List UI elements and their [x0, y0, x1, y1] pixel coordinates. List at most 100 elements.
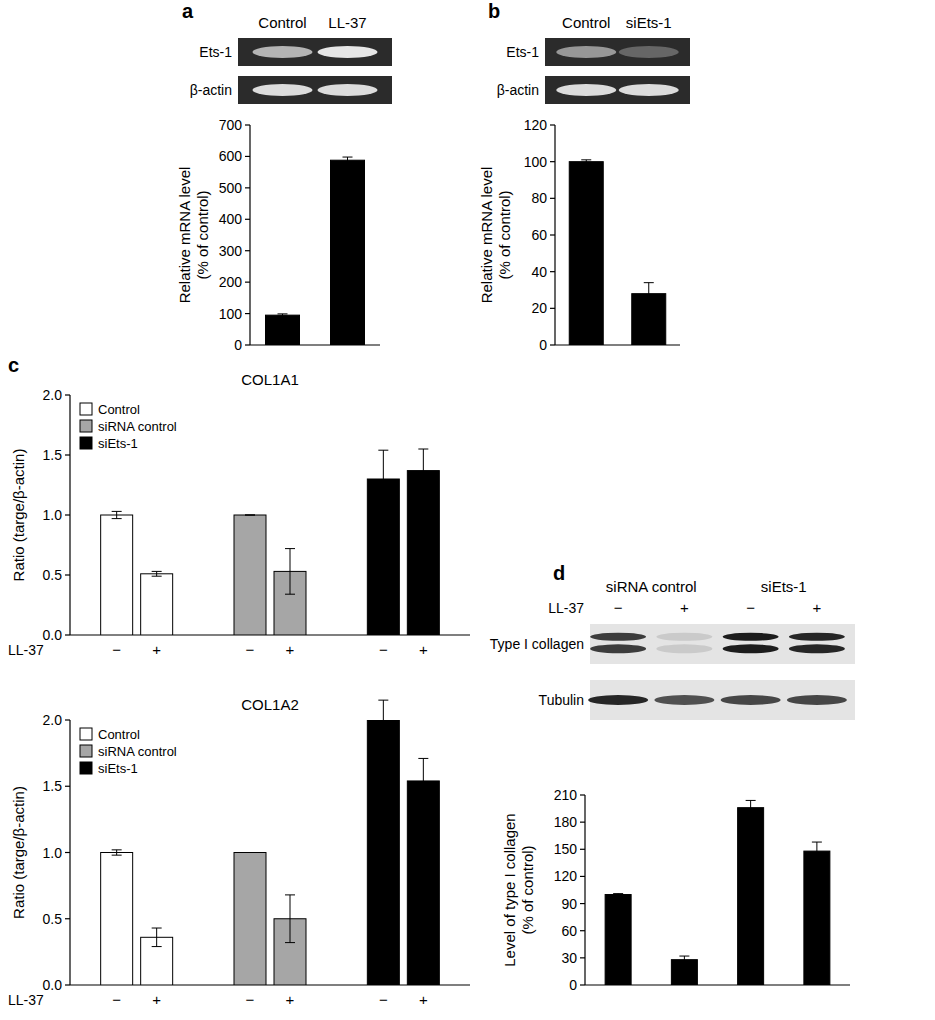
x-tick-label: − — [112, 991, 121, 1008]
gel-row-label: β-actin — [190, 82, 232, 98]
bars — [266, 160, 365, 345]
y-tick-label: 0 — [539, 337, 547, 353]
gel-band — [723, 644, 779, 653]
y-tick-label: 120 — [554, 868, 578, 884]
bar — [671, 960, 697, 985]
error-cap — [679, 956, 689, 957]
gel: Ets-1β-actinControlLL-37 — [190, 14, 392, 104]
error-cap — [746, 814, 756, 815]
y-tick-label: 2.0 — [43, 387, 63, 403]
error-cap — [112, 855, 122, 856]
x-tick-label: − — [246, 991, 255, 1008]
error-cap — [812, 860, 822, 861]
gel-band — [789, 644, 845, 653]
bar — [367, 720, 399, 985]
gel-band — [318, 84, 378, 96]
y-tick — [580, 822, 585, 823]
gel-band — [721, 695, 781, 705]
gel-panel — [545, 38, 690, 66]
gel: Type I collagenTubulinsiRNA controlsiEts… — [490, 578, 855, 720]
y-tick — [550, 124, 555, 125]
gel-band — [556, 46, 616, 58]
chart-title: COL1A1 — [241, 371, 299, 388]
y-tick — [550, 234, 555, 235]
error-cap — [285, 942, 295, 943]
y-tick-label: 30 — [561, 950, 577, 966]
y-tick — [245, 313, 250, 314]
y-axis-label-line: (% of control) — [496, 190, 513, 279]
x-tick-label: − — [379, 991, 388, 1008]
legend-swatch — [80, 728, 92, 740]
legend: ControlsiRNA controlsiEts-1 — [80, 727, 177, 776]
error-cap — [112, 511, 122, 512]
error-cap — [746, 800, 756, 801]
y-tick — [245, 156, 250, 157]
error-bar — [156, 928, 157, 947]
error-bar — [383, 450, 384, 508]
bar — [407, 471, 439, 635]
y-tick — [245, 124, 250, 125]
error-cap — [378, 700, 388, 701]
y-tick-label: 0.5 — [43, 911, 63, 927]
y-tick — [580, 794, 585, 795]
y-tick — [550, 161, 555, 162]
error-bar — [156, 571, 157, 576]
legend-label: siEts-1 — [98, 436, 138, 451]
error-bar — [816, 842, 817, 860]
x-tick-label: + — [286, 641, 295, 658]
y-tick — [580, 984, 585, 985]
error-bar — [290, 895, 291, 943]
error-cap — [285, 894, 295, 895]
error-bars — [278, 157, 353, 316]
bar — [569, 162, 603, 345]
bar — [804, 851, 830, 985]
y-tick-label: 120 — [524, 117, 548, 133]
error-cap — [613, 895, 623, 896]
gel-panel — [238, 38, 392, 66]
error-bars — [613, 800, 822, 963]
chart: a0100200300400500600700Relative mRNA lev… — [176, 0, 392, 353]
y-tick-label: 2.0 — [43, 712, 63, 728]
error-bar — [347, 157, 348, 163]
error-cap — [245, 852, 255, 853]
y-axis-label: Ratio (targe/β-actin) — [10, 786, 27, 919]
chart: COL1A20.00.51.01.52.0Ratio (targe/β-acti… — [8, 696, 470, 1008]
y-tick-label: 400 — [219, 211, 243, 227]
bar — [234, 853, 266, 986]
error-bar — [423, 758, 424, 803]
error-cap — [285, 548, 295, 549]
gel-band — [253, 46, 313, 58]
y-tick — [580, 957, 585, 958]
y-axis-label: Relative mRNA level(% of control) — [176, 167, 211, 304]
error-bar — [648, 283, 649, 305]
error-cap — [581, 163, 591, 164]
y-tick — [245, 344, 250, 345]
gel-band — [656, 633, 712, 641]
error-cap — [152, 928, 162, 929]
lane-label: Control — [562, 14, 610, 31]
y-tick — [65, 852, 70, 853]
gel-row-label: Type I collagen — [490, 636, 584, 652]
y-tick — [245, 187, 250, 188]
gel-group-label: siRNA control — [606, 578, 697, 595]
bar — [605, 895, 631, 985]
error-cap — [418, 449, 428, 450]
y-tick — [245, 219, 250, 220]
gel-row-label: Ets-1 — [506, 44, 539, 60]
chart: cCOL1A10.00.51.01.52.0Ratio (targe/β-act… — [8, 354, 470, 658]
y-tick-label: 1.0 — [43, 845, 63, 861]
gel-row-label: Ets-1 — [199, 44, 232, 60]
panel-letter: b — [488, 0, 500, 22]
legend-label: siRNA control — [98, 419, 177, 434]
y-tick — [65, 514, 70, 515]
lane-label: siEts-1 — [626, 14, 672, 31]
panel-letter: d — [553, 562, 565, 584]
lane-label: LL-37 — [328, 14, 366, 31]
y-tick — [65, 634, 70, 635]
y-tick-label: 500 — [219, 180, 243, 196]
error-bars — [581, 160, 654, 305]
y-tick-label: 80 — [531, 190, 547, 206]
error-cap — [378, 739, 388, 740]
error-bar — [116, 511, 117, 518]
bars — [569, 162, 666, 345]
